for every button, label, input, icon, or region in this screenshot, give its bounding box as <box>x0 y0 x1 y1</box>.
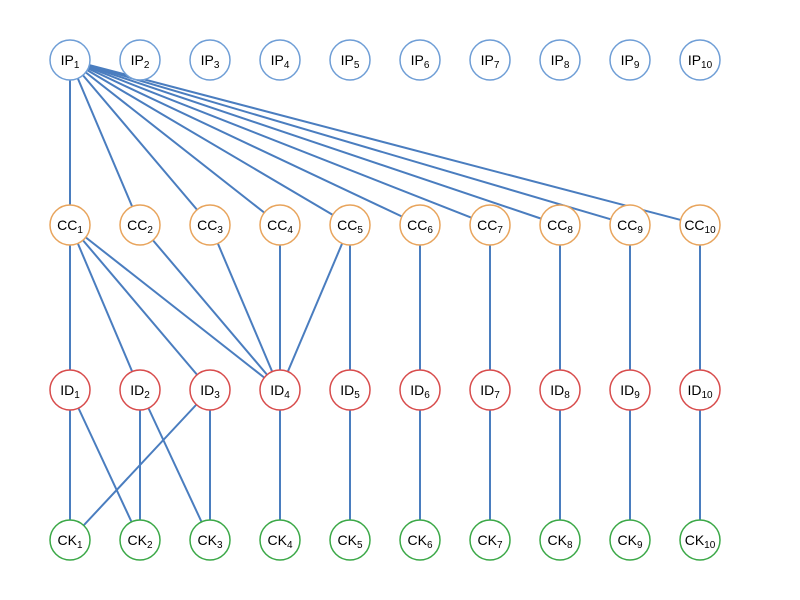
edge <box>89 66 541 218</box>
node-ip-8: IP8 <box>540 40 580 80</box>
node-id-4: ID4 <box>260 370 300 410</box>
edge <box>78 78 132 206</box>
node-cc-1: CC1 <box>50 205 90 245</box>
nodes-layer: IP1 IP2 IP3 IP4 IP5 IP6 IP7 IP8 IP9 IP10 CC1 CC2 CC3… <box>50 40 720 560</box>
edge <box>153 240 267 375</box>
edges-layer <box>70 65 700 525</box>
node-id-8: ID8 <box>540 370 580 410</box>
network-diagram: IP1 IP2 IP3 IP4 IP5 IP6 IP7 IP8 IP9 IP10 CC1 CC2 CC3… <box>0 0 800 600</box>
node-ip-1: IP1 <box>50 40 90 80</box>
edge <box>78 243 132 371</box>
edge <box>288 243 342 371</box>
node-ck-9: CK9 <box>610 520 650 560</box>
edge <box>83 240 197 375</box>
node-cc-6: CC6 <box>400 205 440 245</box>
edge <box>86 237 265 377</box>
edge <box>89 67 472 217</box>
node-cc-4: CC4 <box>260 205 300 245</box>
node-id-5: ID5 <box>330 370 370 410</box>
node-ip-9: IP9 <box>610 40 650 80</box>
edge <box>87 70 333 215</box>
edge <box>86 72 265 212</box>
node-id-7: ID7 <box>470 370 510 410</box>
node-id-10: ID10 <box>680 370 720 410</box>
node-ip-10: IP10 <box>680 40 720 80</box>
node-cc-3: CC3 <box>190 205 230 245</box>
node-ip-5: IP5 <box>330 40 370 80</box>
node-ck-6: CK6 <box>400 520 440 560</box>
edge <box>78 408 131 522</box>
node-ip-6: IP6 <box>400 40 440 80</box>
node-ck-8: CK8 <box>540 520 580 560</box>
node-id-2: ID2 <box>120 370 160 410</box>
node-ck-3: CK3 <box>190 520 230 560</box>
node-ck-2: CK2 <box>120 520 160 560</box>
node-id-3: ID3 <box>190 370 230 410</box>
node-cc-7: CC7 <box>470 205 510 245</box>
node-id-9: ID9 <box>610 370 650 410</box>
edge <box>218 243 272 371</box>
edge <box>89 66 611 220</box>
node-cc-10: CC10 <box>680 205 720 245</box>
node-ip-4: IP4 <box>260 40 300 80</box>
edge <box>89 65 680 220</box>
node-ck-10: CK10 <box>680 520 720 560</box>
node-ck-7: CK7 <box>470 520 510 560</box>
node-id-1: ID1 <box>50 370 90 410</box>
node-id-6: ID6 <box>400 370 440 410</box>
node-ip-3: IP3 <box>190 40 230 80</box>
node-ip-2: IP2 <box>120 40 160 80</box>
node-cc-9: CC9 <box>610 205 650 245</box>
node-ck-5: CK5 <box>330 520 370 560</box>
node-ip-7: IP7 <box>470 40 510 80</box>
node-ck-1: CK1 <box>50 520 90 560</box>
node-ck-4: CK4 <box>260 520 300 560</box>
edge <box>83 75 197 210</box>
edge <box>148 408 201 522</box>
node-cc-8: CC8 <box>540 205 580 245</box>
node-cc-2: CC2 <box>120 205 160 245</box>
node-cc-5: CC5 <box>330 205 370 245</box>
edge <box>88 69 402 217</box>
